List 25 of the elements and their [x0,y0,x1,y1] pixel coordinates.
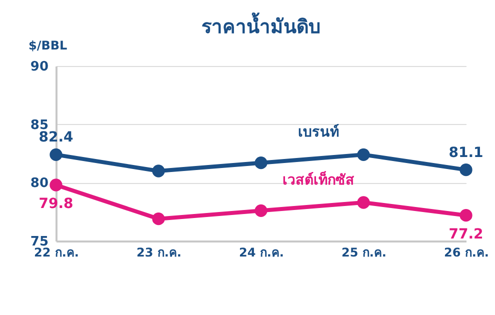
point [152,164,165,178]
x-tick-label: 22 ก.ค. [34,246,79,260]
data-label: 82.4 [38,130,74,146]
point [50,178,62,192]
point [50,148,62,161]
data-label: 81.1 [448,144,484,161]
y-tick-label: 90 [30,60,48,74]
x-tick-label: 24 ก.ค. [239,246,284,260]
y-tick-label: 80 [30,176,48,192]
point [254,156,268,170]
x-tick-label: 23 ก.ค. [136,246,182,260]
point [460,209,472,222]
point [357,196,370,209]
point [254,204,268,217]
x-tick-label: 26 ก.ค. [444,246,489,260]
data-label: 77.2 [448,226,484,242]
series-label: เบรนท์ [298,124,339,141]
x-tick-label: 25 ก.ค. [342,246,386,260]
y-axis-title: $/BBL [28,38,68,52]
series-label: เวสต์เท็กซัส [282,170,354,188]
data-label: 79.8 [38,196,74,212]
chart-title: ราคาน้ำมันดิบ [202,12,320,38]
point [357,148,370,161]
point [152,212,165,226]
point [460,164,472,176]
